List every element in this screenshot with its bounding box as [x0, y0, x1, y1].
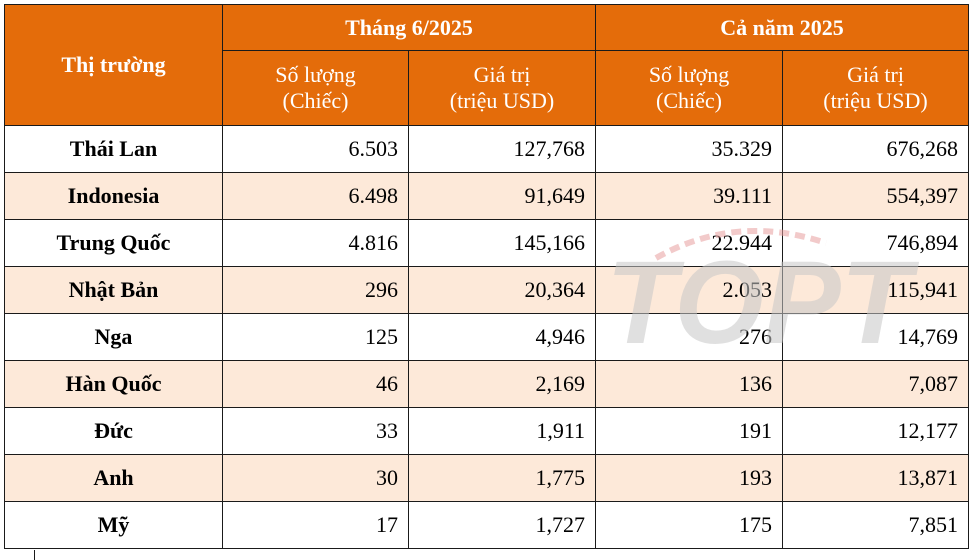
table-row: Mỹ 17 1,727 175 7,851: [4, 501, 970, 549]
year-qty-cell: 193: [595, 454, 784, 502]
year-value-cell: 7,087: [782, 360, 970, 408]
qty-label: Số lượng: [275, 62, 356, 87]
month-qty-cell: 30: [222, 454, 409, 502]
table-row: Đức 33 1,911 191 12,177: [4, 407, 970, 455]
month-value-cell: 4,946: [407, 313, 597, 361]
year-qty-cell: 2.053: [595, 266, 784, 314]
month-qty-header: Số lượng (Chiếc): [222, 50, 409, 126]
year-qty-cell: 276: [595, 313, 784, 361]
month-value-header: Giá trị (triệu USD): [407, 50, 597, 126]
month-qty-cell: 33: [222, 407, 409, 455]
month-qty-cell: 296: [222, 266, 409, 314]
market-name-cell: Anh: [4, 454, 223, 502]
qty-label: Số lượng: [648, 62, 730, 87]
value-label: Giá trị: [847, 62, 904, 87]
month-qty-cell: 6.498: [222, 172, 409, 220]
table-row: Anh 30 1,775 193 13,871: [4, 454, 970, 502]
month-qty-cell: 125: [222, 313, 409, 361]
market-name-cell: Thái Lan: [4, 125, 223, 173]
month-qty-cell: 4.816: [222, 219, 409, 267]
year-group-header: Cả năm 2025: [595, 4, 970, 51]
value-label: Giá trị: [473, 62, 531, 87]
year-value-cell: 554,397: [782, 172, 970, 220]
month-value-cell: 2,169: [407, 360, 597, 408]
month-qty-cell: 17: [222, 501, 409, 549]
value-unit: (triệu USD): [449, 88, 555, 113]
table-row: Nhật Bản 296 20,364 2.053 115,941: [4, 266, 970, 314]
year-value-cell: 7,851: [782, 501, 970, 549]
month-value-cell: 127,768: [407, 125, 597, 173]
year-value-cell: 676,268: [782, 125, 970, 173]
month-qty-cell: 6.503: [222, 125, 409, 173]
market-name-cell: Hàn Quốc: [4, 360, 223, 408]
year-value-cell: 746,894: [782, 219, 970, 267]
month-group-header: Tháng 6/2025: [221, 4, 597, 51]
year-value-cell: 115,941: [782, 266, 970, 314]
table-header: Thị trường Tháng 6/2025 Cả năm 2025 Số l…: [4, 4, 970, 126]
year-qty-cell: 39.111: [595, 172, 784, 220]
table-row: Indonesia 6.498 91,649 39.111 554,397: [4, 172, 970, 220]
market-column-header: Thị trường: [4, 4, 223, 126]
value-unit: (triệu USD): [823, 88, 928, 113]
month-qty-cell: 46: [222, 360, 409, 408]
year-qty-header: Số lượng (Chiếc): [595, 50, 784, 126]
table-row: Nga 125 4,946 276 14,769: [4, 313, 970, 361]
qty-unit: (Chiếc): [656, 88, 722, 113]
year-qty-cell: 35.329: [595, 125, 784, 173]
month-value-cell: 20,364: [407, 266, 597, 314]
market-name-cell: Mỹ: [4, 501, 223, 549]
table-row: Hàn Quốc 46 2,169 136 7,087: [4, 360, 970, 408]
year-qty-cell: 22.944: [595, 219, 784, 267]
year-value-cell: 13,871: [782, 454, 970, 502]
market-name-cell: Nhật Bản: [4, 266, 223, 314]
month-value-cell: 1,727: [407, 501, 597, 549]
divider: [34, 550, 35, 560]
month-value-cell: 145,166: [407, 219, 597, 267]
qty-unit: (Chiếc): [282, 88, 349, 113]
table-body: Thái Lan 6.503 127,768 35.329 676,268 Indones…: [4, 125, 970, 549]
year-value-header: Giá trị (triệu USD): [782, 50, 970, 126]
year-qty-cell: 175: [595, 501, 784, 549]
month-value-cell: 1,911: [407, 407, 597, 455]
year-qty-cell: 191: [595, 407, 784, 455]
month-value-cell: 91,649: [407, 172, 597, 220]
month-value-cell: 1,775: [407, 454, 597, 502]
year-value-cell: 12,177: [782, 407, 970, 455]
table-row: Trung Quốc 4.816 145,166 22.944 746,894: [4, 219, 970, 267]
market-table: Thị trường Tháng 6/2025 Cả năm 2025 Số l…: [4, 4, 970, 549]
market-name-cell: Trung Quốc: [4, 219, 223, 267]
market-name-cell: Indonesia: [4, 172, 223, 220]
export-table-container: Thị trường Tháng 6/2025 Cả năm 2025 Số l…: [4, 4, 970, 549]
table-row: Thái Lan 6.503 127,768 35.329 676,268: [4, 125, 970, 173]
year-value-cell: 14,769: [782, 313, 970, 361]
market-name-cell: Đức: [4, 407, 223, 455]
year-qty-cell: 136: [595, 360, 784, 408]
market-name-cell: Nga: [4, 313, 223, 361]
